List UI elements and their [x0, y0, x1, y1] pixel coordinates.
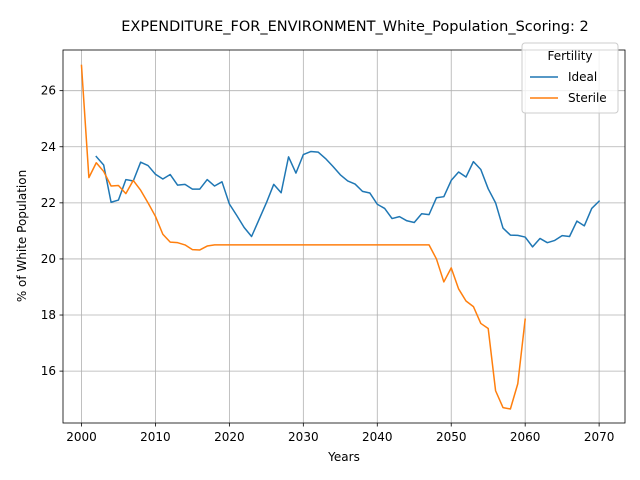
y-tick-label: 24 — [41, 140, 56, 154]
y-tick-label: 22 — [41, 196, 56, 210]
legend-label-sterile: Sterile — [568, 91, 607, 105]
chart-title: EXPENDITURE_FOR_ENVIRONMENT_White_Popula… — [121, 19, 588, 35]
y-axis-ticks: 16 18 20 22 24 26 — [41, 84, 63, 378]
x-tick-label: 2050 — [436, 430, 467, 444]
x-tick-label: 2030 — [288, 430, 319, 444]
legend-title: Fertility — [547, 49, 592, 63]
x-tick-label: 2060 — [510, 430, 541, 444]
y-tick-label: 16 — [41, 364, 56, 378]
y-tick-label: 26 — [41, 84, 56, 98]
x-tick-label: 2040 — [362, 430, 393, 444]
x-tick-label: 2020 — [214, 430, 245, 444]
y-axis-label: % of White Population — [15, 170, 29, 302]
x-tick-label: 2010 — [140, 430, 171, 444]
legend-label-ideal: Ideal — [568, 70, 597, 84]
series-line-sterile — [80, 64, 527, 410]
x-axis-label: Years — [327, 450, 360, 464]
plot-area-frame — [62, 49, 626, 424]
y-tick-label: 20 — [41, 252, 56, 266]
y-tick-label: 18 — [41, 308, 56, 322]
x-axis-ticks: 2000 2010 2020 2030 2040 2050 2060 2070 — [66, 423, 614, 444]
x-tick-label: 2000 — [66, 430, 97, 444]
x-tick-label: 2070 — [584, 430, 615, 444]
series-lines — [80, 64, 601, 410]
legend: Fertility Ideal Sterile — [521, 42, 619, 114]
series-line-ideal — [95, 150, 601, 248]
legend-box — [521, 42, 619, 114]
